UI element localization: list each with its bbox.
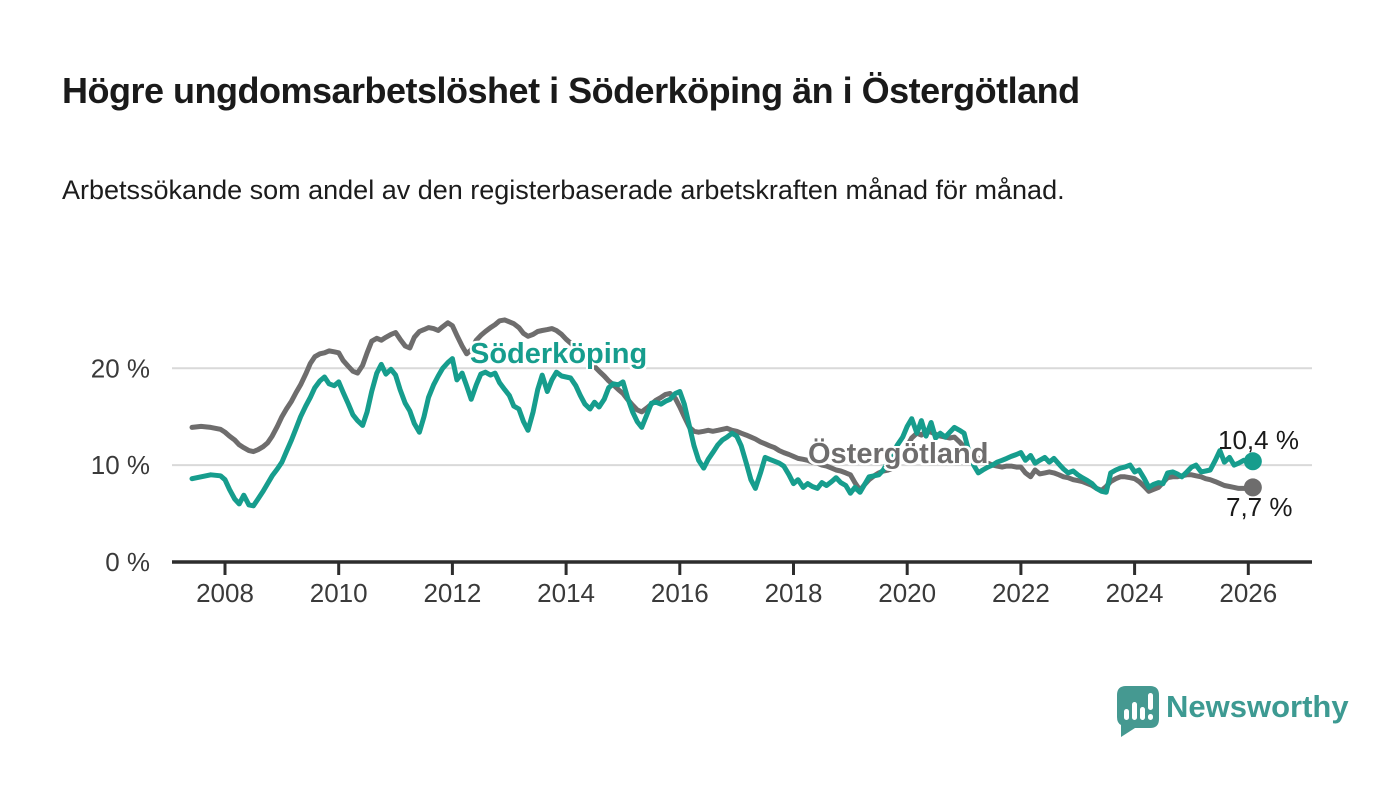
series-label-soderkoping: Söderköping [470,338,648,370]
x-tick-label: 2014 [537,578,595,608]
y-axis-labels: 0 % 10 % 20 % [91,353,150,577]
x-tick-label: 2008 [196,578,254,608]
end-value-label-ostergotland: 7,7 % [1226,492,1293,522]
series-label-ostergotland: Östergötland [808,438,989,470]
x-tick-label: 2020 [878,578,936,608]
series-end-dots [1243,452,1262,497]
logo-speech-bubble [1117,686,1159,737]
x-tick-label: 2026 [1219,578,1277,608]
y-tick-label: 20 % [91,353,150,383]
x-axis-labels: 2008 2010 2012 2014 2016 2018 2020 2022 2024 2026 [196,578,1277,608]
logo-bar-2 [1132,702,1137,720]
logo-exclamation-bar [1148,693,1153,710]
chart-subtitle: Arbetssökande som andel av den registerb… [62,175,1065,205]
end-value-label-soderkoping: 10,4 % [1218,425,1299,455]
logo-exclamation-dot [1148,714,1153,720]
logo-bar-1 [1124,709,1129,720]
y-tick-label: 0 % [105,547,150,577]
newsworthy-logo: Newsworthy [1113,685,1349,739]
x-tick-label: 2024 [1106,578,1164,608]
page-title: Högre ungdomsarbetslöshet i Söderköping … [62,70,1080,111]
logo-bar-3 [1140,707,1145,720]
y-tick-label: 10 % [91,450,150,480]
end-dot-östergötland [1243,478,1262,497]
newsworthy-logo-text: Newsworthy [1166,689,1349,724]
x-tick-label: 2016 [651,578,709,608]
end-dot-söderköping [1243,452,1262,471]
line-söderköping [189,356,1256,509]
x-tick-label: 2010 [310,578,368,608]
series-lines [189,317,1256,509]
x-tick-label: 2022 [992,578,1050,608]
line-östergötland [189,317,1256,494]
newsworthy-logo-icon [1117,686,1159,737]
x-axis [172,560,1312,575]
x-tick-label: 2012 [423,578,481,608]
x-tick-label: 2018 [765,578,823,608]
